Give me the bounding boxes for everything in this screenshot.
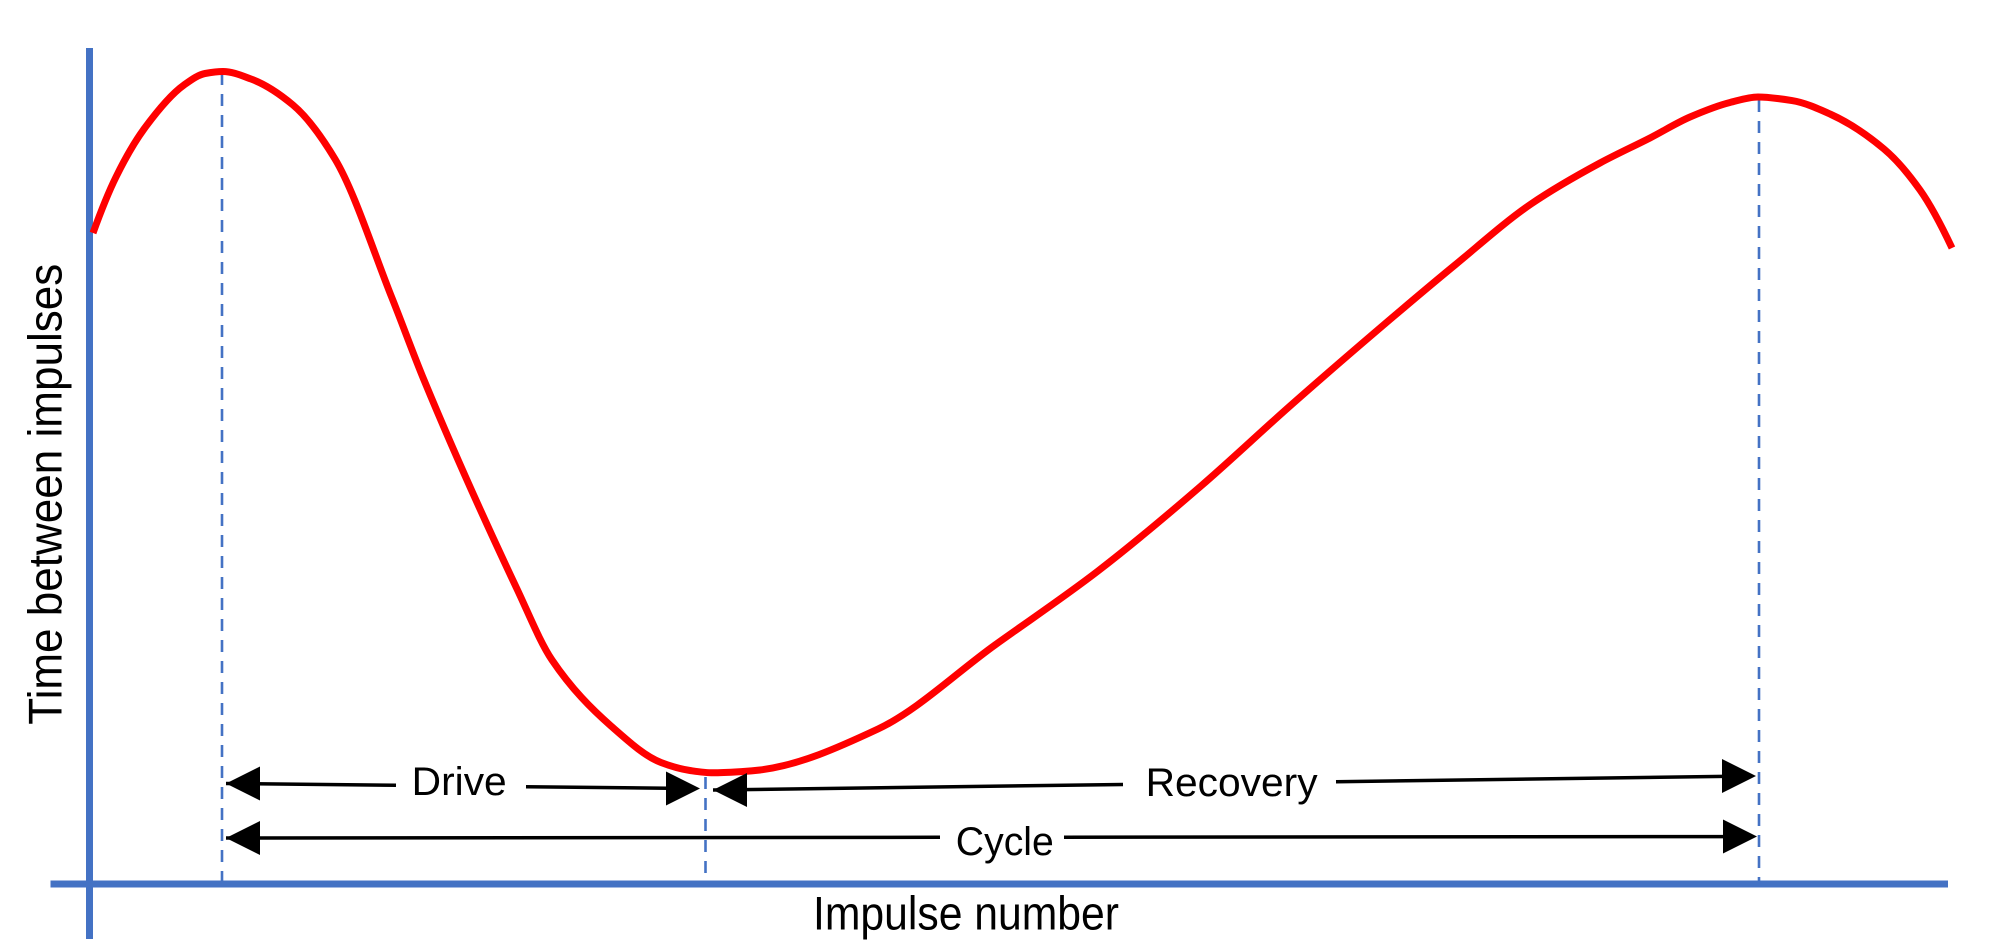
svg-text:Drive: Drive (412, 760, 507, 804)
svg-text:Impulse number: Impulse number (813, 887, 1119, 940)
svg-text:Recovery: Recovery (1146, 761, 1318, 805)
svg-text:Time between impulses: Time between impulses (18, 264, 71, 725)
svg-text:Cycle: Cycle (956, 820, 1054, 864)
